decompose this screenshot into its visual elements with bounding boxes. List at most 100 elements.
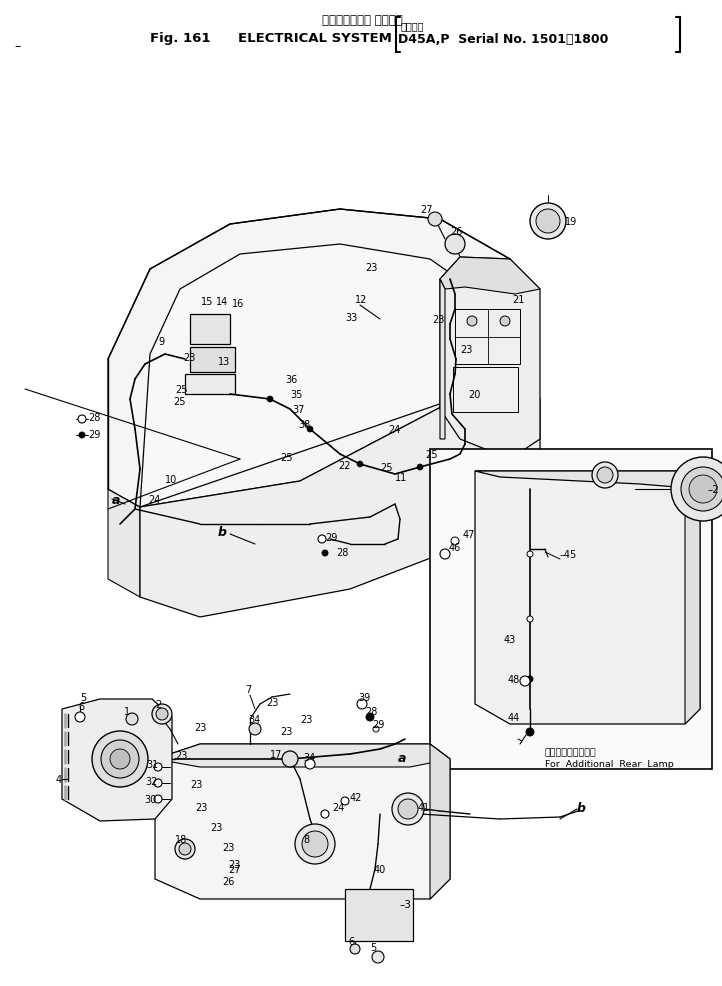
- Circle shape: [527, 551, 533, 557]
- Text: a: a: [398, 750, 406, 764]
- Circle shape: [302, 831, 328, 857]
- Text: 27: 27: [228, 864, 240, 875]
- Text: ELECTRICAL SYSTEM: ELECTRICAL SYSTEM: [238, 32, 392, 45]
- Text: 29: 29: [88, 430, 100, 440]
- Circle shape: [295, 824, 335, 864]
- Text: 24: 24: [332, 803, 344, 812]
- Text: 26: 26: [450, 227, 462, 237]
- Circle shape: [689, 475, 717, 504]
- Text: 47: 47: [463, 529, 475, 539]
- Circle shape: [500, 317, 510, 326]
- Circle shape: [445, 235, 465, 254]
- Text: 38: 38: [298, 420, 310, 430]
- Circle shape: [78, 415, 86, 424]
- Text: 31: 31: [146, 759, 158, 769]
- Polygon shape: [108, 210, 510, 508]
- Text: 28: 28: [336, 547, 349, 557]
- Circle shape: [318, 535, 326, 543]
- Polygon shape: [140, 259, 540, 617]
- Polygon shape: [685, 471, 700, 725]
- Circle shape: [357, 461, 363, 467]
- Circle shape: [156, 708, 168, 720]
- Text: 23: 23: [228, 859, 240, 869]
- Text: 34: 34: [303, 752, 316, 762]
- Text: –: –: [14, 40, 20, 53]
- Circle shape: [467, 317, 477, 326]
- Text: 25: 25: [380, 462, 393, 472]
- Bar: [430, 450, 712, 769]
- Text: 25: 25: [280, 453, 292, 462]
- Circle shape: [536, 210, 560, 234]
- Polygon shape: [430, 744, 450, 899]
- Text: 26: 26: [222, 877, 235, 886]
- Text: 23: 23: [280, 727, 292, 737]
- Bar: [190, 348, 235, 373]
- Circle shape: [440, 549, 450, 559]
- Circle shape: [154, 779, 162, 787]
- Polygon shape: [475, 471, 700, 725]
- Circle shape: [417, 464, 423, 470]
- Circle shape: [350, 944, 360, 954]
- Circle shape: [530, 204, 566, 240]
- Circle shape: [179, 843, 191, 855]
- Circle shape: [366, 713, 374, 722]
- Text: 24: 24: [148, 495, 160, 505]
- Bar: [453, 368, 518, 412]
- Text: 13: 13: [218, 357, 230, 367]
- Text: 20: 20: [468, 389, 480, 399]
- Circle shape: [671, 458, 722, 522]
- Text: 32: 32: [145, 776, 157, 786]
- Text: 43: 43: [504, 634, 516, 644]
- Text: 27: 27: [420, 205, 432, 215]
- Text: 48: 48: [508, 674, 521, 684]
- Circle shape: [597, 467, 613, 483]
- Text: Fig. 161: Fig. 161: [150, 32, 211, 45]
- Text: 4: 4: [56, 774, 62, 784]
- Text: 23: 23: [175, 750, 188, 760]
- Circle shape: [154, 795, 162, 804]
- Circle shape: [322, 550, 328, 556]
- Bar: [455, 310, 520, 365]
- Circle shape: [154, 763, 162, 771]
- Text: 適用号機: 適用号機: [401, 21, 425, 31]
- Text: 42: 42: [350, 792, 362, 803]
- Circle shape: [321, 810, 329, 818]
- Text: 30: 30: [144, 794, 156, 805]
- Text: 9: 9: [158, 336, 164, 347]
- Text: 8: 8: [304, 834, 310, 844]
- Text: 37: 37: [292, 404, 305, 414]
- Text: 10: 10: [165, 474, 177, 484]
- Circle shape: [79, 433, 85, 439]
- Text: 46: 46: [449, 542, 461, 552]
- Text: 25: 25: [173, 396, 186, 406]
- Text: 23: 23: [190, 779, 202, 789]
- Circle shape: [307, 427, 313, 433]
- Text: 23: 23: [195, 803, 207, 812]
- Text: 28: 28: [88, 412, 100, 423]
- Bar: [345, 889, 413, 941]
- Text: 23: 23: [300, 714, 313, 725]
- Circle shape: [357, 699, 367, 709]
- Circle shape: [282, 751, 298, 767]
- Circle shape: [152, 704, 172, 725]
- Circle shape: [681, 467, 722, 512]
- Circle shape: [520, 676, 530, 686]
- Text: a: a: [112, 493, 121, 506]
- Polygon shape: [155, 744, 450, 899]
- Circle shape: [527, 676, 533, 682]
- Text: 29: 29: [372, 719, 384, 730]
- Bar: [185, 375, 235, 394]
- Bar: [190, 315, 230, 345]
- Polygon shape: [475, 471, 700, 489]
- Text: 28: 28: [365, 706, 378, 716]
- Text: 5: 5: [80, 692, 86, 702]
- Circle shape: [592, 462, 618, 488]
- Text: 23: 23: [460, 345, 472, 355]
- Text: 1: 1: [124, 706, 130, 716]
- Text: 44: 44: [508, 712, 521, 723]
- Circle shape: [126, 713, 138, 726]
- Text: 39: 39: [358, 692, 370, 702]
- Text: –45: –45: [560, 549, 578, 559]
- Text: 15: 15: [201, 297, 214, 307]
- Text: 2: 2: [155, 699, 161, 709]
